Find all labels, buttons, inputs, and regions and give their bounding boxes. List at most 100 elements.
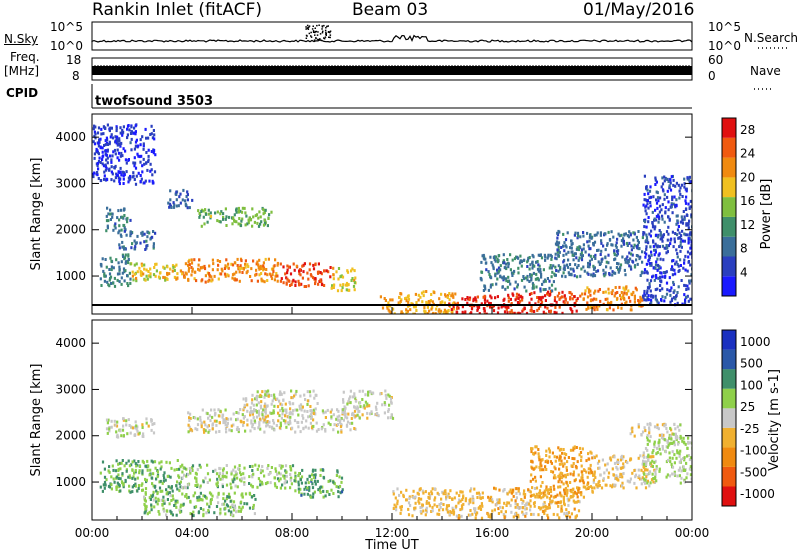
velocity-cell xyxy=(560,476,564,480)
velocity-cell xyxy=(347,399,350,403)
velocity-cell xyxy=(192,510,195,514)
power-cell xyxy=(94,125,97,129)
velocity-cell xyxy=(221,502,224,506)
velocity-cell xyxy=(512,488,515,492)
velocity-cell xyxy=(462,502,465,506)
power-colorbar-swatch xyxy=(722,236,736,257)
power-cell xyxy=(339,275,342,279)
velocity-cell xyxy=(559,491,562,495)
power-cell xyxy=(207,279,210,283)
power-cell xyxy=(141,170,144,174)
power-cell xyxy=(438,312,442,314)
power-cell xyxy=(285,276,288,280)
velocity-cell xyxy=(179,503,183,507)
power-cell xyxy=(592,243,595,247)
velocity-cell xyxy=(622,472,625,475)
power-cell xyxy=(624,258,627,262)
power-cell xyxy=(245,214,248,218)
velocity-cell xyxy=(322,468,325,472)
velocity-cell xyxy=(176,500,179,504)
velocity-cell xyxy=(142,432,145,436)
power-cell xyxy=(507,280,510,283)
velocity-cell xyxy=(122,417,125,421)
velocity-cell xyxy=(215,472,219,476)
velocity-cell xyxy=(559,493,562,497)
power-cell xyxy=(580,267,583,271)
power-cell xyxy=(191,198,194,202)
velocity-cell xyxy=(217,501,220,505)
velocity-cell xyxy=(266,466,269,470)
power-cell xyxy=(669,293,672,297)
power-cell xyxy=(595,305,598,309)
power-cell xyxy=(176,276,179,280)
power-cell xyxy=(106,148,109,152)
velocity-cell xyxy=(110,425,113,429)
velocity-cell xyxy=(557,474,560,478)
power-cell xyxy=(559,296,562,300)
velocity-colorbar-swatch xyxy=(722,388,736,409)
power-cell xyxy=(665,292,669,296)
velocity-cell xyxy=(232,412,235,416)
velocity-cell xyxy=(652,455,655,459)
power-cell xyxy=(99,277,102,281)
velocity-cell xyxy=(414,495,417,499)
velocity-cell xyxy=(239,509,242,513)
power-cell xyxy=(690,279,692,283)
velocity-cell xyxy=(239,471,242,475)
velocity-cell xyxy=(544,460,547,464)
power-cell xyxy=(118,137,121,141)
power-cell xyxy=(134,130,137,134)
power-cell xyxy=(120,282,123,286)
velocity-cell xyxy=(299,430,302,434)
power-cell xyxy=(577,264,580,267)
power-cell xyxy=(102,132,105,136)
power-cell xyxy=(135,262,138,266)
velocity-cell xyxy=(269,411,272,415)
velocity-cell xyxy=(545,485,548,489)
power-cell xyxy=(635,235,638,239)
velocity-cell xyxy=(199,465,202,469)
velocity-cell xyxy=(121,428,125,432)
velocity-cell xyxy=(352,413,355,417)
power-cell xyxy=(110,126,113,130)
power-cell xyxy=(332,277,335,281)
velocity-cell xyxy=(340,490,344,494)
velocity-cell xyxy=(313,490,316,494)
velocity-cell xyxy=(557,485,560,489)
velocity-cell xyxy=(218,474,221,478)
velocity-cell xyxy=(125,461,128,465)
velocity-cell xyxy=(501,506,504,510)
velocity-cell xyxy=(136,476,139,480)
power-cell xyxy=(537,300,540,304)
velocity-cell xyxy=(264,482,268,485)
power-cell xyxy=(662,258,665,262)
power-ylabel: Slant Range [km] xyxy=(29,158,44,271)
power-ytick-label: 4000 xyxy=(55,130,86,144)
power-cell xyxy=(528,292,532,296)
power-cell xyxy=(613,258,616,262)
power-cell xyxy=(655,274,658,277)
power-cell xyxy=(97,177,100,180)
velocity-colorbar-swatch xyxy=(722,466,736,487)
velocity-cell xyxy=(409,504,412,507)
velocity-cell xyxy=(425,506,428,510)
power-cell xyxy=(263,280,266,284)
velocity-cell xyxy=(199,507,202,510)
velocity-cell xyxy=(324,494,327,498)
power-cell xyxy=(531,286,534,290)
velocity-cell xyxy=(332,480,335,484)
power-cell xyxy=(615,266,618,269)
velocity-cell xyxy=(374,413,377,417)
power-cell xyxy=(99,137,102,141)
velocity-cell xyxy=(552,495,555,499)
velocity-cell xyxy=(333,482,336,486)
power-cell xyxy=(164,278,167,282)
velocity-cell xyxy=(202,508,205,512)
power-cell xyxy=(105,229,108,233)
power-cell xyxy=(110,265,113,269)
power-cell xyxy=(635,288,638,292)
power-cell xyxy=(110,158,113,162)
velocity-cell xyxy=(343,409,346,413)
velocity-cell xyxy=(672,440,675,444)
power-cell xyxy=(468,296,472,300)
